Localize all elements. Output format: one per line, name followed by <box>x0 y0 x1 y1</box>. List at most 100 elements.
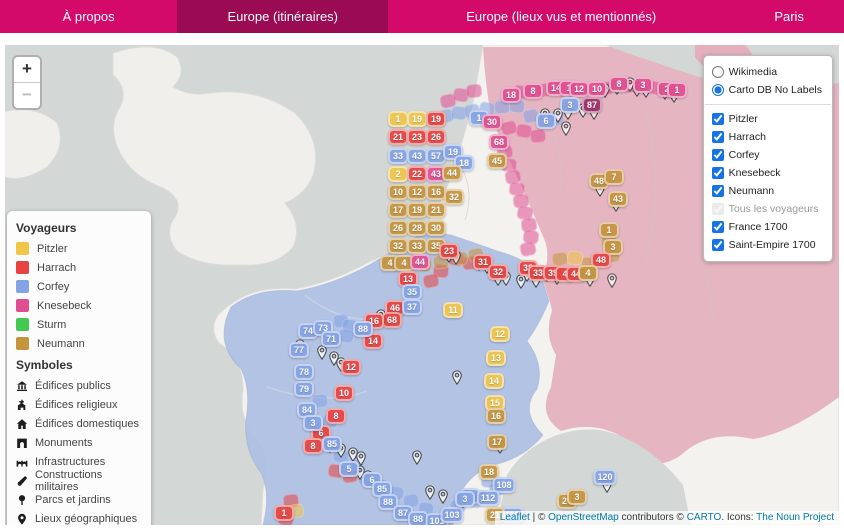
location-pin-icon[interactable] <box>437 489 450 509</box>
overlay-checkbox[interactable] <box>711 167 724 179</box>
cluster-marker-neumann[interactable]: 45 <box>487 153 507 169</box>
base-layer-radio[interactable] <box>711 84 724 96</box>
location-pin-icon[interactable] <box>411 450 424 470</box>
cluster-marker-knesebeck[interactable]: 10 <box>587 81 607 97</box>
nav-tab-3[interactable]: Europe (lieux vus et mentionnés) <box>466 9 657 24</box>
cluster-marker-neumann[interactable]: 26 <box>388 220 408 236</box>
overlay-layer-row[interactable]: Corfey <box>711 146 822 164</box>
cluster-marker-corfey[interactable]: 103 <box>440 507 464 523</box>
cluster-marker-corfey[interactable]: 37 <box>402 299 422 315</box>
cluster-marker-neumann[interactable]: 18 <box>479 464 499 480</box>
cluster-marker-harrach[interactable]: 21 <box>388 129 408 145</box>
cluster-marker-neumann[interactable]: 19 <box>407 202 427 218</box>
cluster-marker-knesebeck[interactable]: 12 <box>569 81 589 97</box>
overlay-checkbox[interactable] <box>711 221 724 233</box>
location-pin-icon[interactable] <box>451 370 464 390</box>
cluster-marker-pitzler[interactable]: 11 <box>443 302 463 318</box>
cluster-marker-harrach[interactable]: 1 <box>274 505 294 521</box>
cluster-marker-corfey[interactable]: 33 <box>388 148 408 164</box>
location-pin-icon[interactable] <box>560 121 573 141</box>
base-layer-radio[interactable] <box>711 66 724 78</box>
cluster-marker-knesebeck_dark[interactable]: 87 <box>582 97 602 113</box>
marker-stack-knesebeck[interactable] <box>465 83 483 99</box>
overlay-layer-row[interactable]: Pitzler <box>711 110 822 128</box>
location-pin-icon[interactable] <box>606 273 619 293</box>
cluster-marker-corfey[interactable]: 78 <box>294 364 314 380</box>
cluster-marker-neumann[interactable]: 17 <box>388 202 408 218</box>
cluster-marker-harrach[interactable]: 32 <box>488 264 508 280</box>
location-pin-icon[interactable] <box>355 451 368 471</box>
overlay-checkbox[interactable] <box>711 149 724 161</box>
overlay-checkbox[interactable] <box>711 131 724 143</box>
location-pin-icon[interactable] <box>424 485 437 505</box>
cluster-marker-harrach[interactable]: 48 <box>591 252 611 268</box>
cluster-marker-neumann[interactable]: 21 <box>426 202 446 218</box>
cluster-marker-corfey[interactable]: 88 <box>353 321 373 337</box>
cluster-marker-neumann[interactable]: 44 <box>442 165 462 181</box>
cluster-marker-harrach[interactable]: 68 <box>382 312 402 328</box>
cluster-marker-neumann[interactable]: 43 <box>608 191 628 207</box>
cluster-marker-neumann[interactable]: 17 <box>487 434 507 450</box>
location-pin-icon[interactable] <box>515 274 528 294</box>
cluster-marker-harrach[interactable]: 10 <box>334 385 354 401</box>
marker-stack-knesebeck[interactable] <box>529 128 547 144</box>
cluster-marker-pitzler[interactable]: 13 <box>486 350 506 366</box>
overlay-layer-row[interactable]: Saint-Empire 1700 <box>711 236 822 254</box>
marker-stack-pitzler[interactable] <box>566 249 584 267</box>
zoom-out-button[interactable]: − <box>14 83 40 108</box>
cluster-marker-knesebeck[interactable]: 1 <box>667 82 687 98</box>
location-pin-icon[interactable] <box>316 345 329 365</box>
cluster-marker-neumann[interactable]: 3 <box>603 239 623 255</box>
nav-tab-4[interactable]: Paris <box>774 9 804 24</box>
cluster-marker-corfey[interactable]: 3 <box>560 97 580 113</box>
cluster-marker-knesebeck[interactable]: 68 <box>489 134 509 150</box>
cluster-marker-corfey[interactable]: 35 <box>402 284 422 300</box>
cluster-marker-neumann[interactable]: 10 <box>388 184 408 200</box>
base-layer-row[interactable]: Carto DB No Labels <box>711 81 822 99</box>
cluster-marker-knesebeck[interactable]: 30 <box>482 114 502 130</box>
cluster-marker-neumann[interactable]: 28 <box>407 220 427 236</box>
location-pin-icon[interactable] <box>328 351 341 371</box>
cluster-marker-neumann[interactable]: 30 <box>426 220 446 236</box>
overlay-layer-row[interactable]: France 1700 <box>711 218 822 236</box>
cluster-marker-pitzler[interactable]: 1 <box>388 111 408 127</box>
cluster-marker-neumann[interactable]: 3 <box>567 489 587 505</box>
map-canvas[interactable]: 1 19 19 21 23 26 33 43 57 19 18 2 22 43 44 10 12 16 32 17 19… <box>5 45 839 525</box>
zoom-in-button[interactable]: + <box>14 57 40 83</box>
cluster-marker-harrach[interactable]: 14 <box>363 333 383 349</box>
cluster-marker-neumann[interactable]: 16 <box>426 184 446 200</box>
cluster-marker-corfey[interactable]: 85 <box>322 436 342 452</box>
cluster-marker-harrach[interactable]: 26 <box>426 129 446 145</box>
cluster-marker-corfey[interactable]: 3 <box>455 491 475 507</box>
cluster-marker-neumann[interactable]: 4 <box>578 265 598 281</box>
cluster-marker-harrach[interactable]: 22 <box>407 166 427 182</box>
cluster-marker-knesebeck[interactable]: 18 <box>501 87 521 103</box>
cluster-marker-pitzler[interactable]: 2 <box>388 166 408 182</box>
cluster-marker-pitzler[interactable]: 19 <box>407 111 427 127</box>
overlay-checkbox[interactable] <box>711 185 724 197</box>
overlay-layer-row[interactable]: Neumann <box>711 182 822 200</box>
cluster-marker-corfey[interactable]: 3 <box>303 415 323 431</box>
cluster-marker-neumann[interactable]: 1 <box>599 222 619 238</box>
cluster-marker-harrach[interactable]: 8 <box>303 438 323 454</box>
cluster-marker-pitzler[interactable]: 14 <box>484 373 504 389</box>
overlay-layer-row[interactable]: Knesebeck <box>711 164 822 182</box>
cluster-marker-neumann[interactable]: 32 <box>444 189 464 205</box>
cluster-marker-corfey[interactable]: 77 <box>289 342 309 358</box>
cluster-marker-knesebeck[interactable]: 3 <box>633 77 653 93</box>
cluster-marker-corfey[interactable]: 79 <box>294 381 314 397</box>
cluster-marker-neumann[interactable]: 33 <box>407 238 427 254</box>
cluster-marker-corfey[interactable]: 6 <box>536 113 556 129</box>
base-layer-row[interactable]: Wikimedia <box>711 63 822 81</box>
attribution-link[interactable]: CARTO <box>686 512 722 523</box>
cluster-marker-harrach[interactable]: 8 <box>326 408 346 424</box>
cluster-marker-neumann[interactable]: 7 <box>604 169 624 185</box>
attribution-link[interactable]: The Noun Project <box>756 512 834 523</box>
cluster-marker-knesebeck[interactable]: 44 <box>410 254 430 270</box>
cluster-marker-corfey[interactable]: 71 <box>321 331 341 347</box>
cluster-marker-corfey[interactable]: 112 <box>476 490 500 506</box>
cluster-marker-neumann[interactable]: 32 <box>388 238 408 254</box>
nav-tab-2[interactable]: Europe (itinéraires) <box>177 0 389 33</box>
nav-tab-1[interactable]: À propos <box>62 9 115 24</box>
cluster-marker-harrach[interactable]: 23 <box>407 129 427 145</box>
